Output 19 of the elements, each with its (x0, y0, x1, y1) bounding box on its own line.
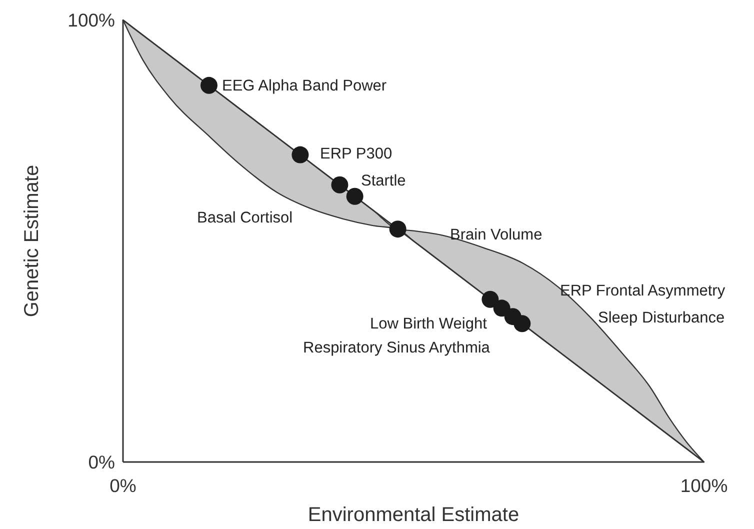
annotation: EEG Alpha Band Power (222, 77, 387, 94)
annotation: Respiratory Sinus Arythmia (303, 339, 490, 356)
y-axis-title: Genetic Estimate (21, 164, 43, 318)
point (346, 188, 364, 205)
point (482, 290, 499, 308)
point (389, 220, 406, 238)
point (493, 300, 510, 317)
point (514, 315, 531, 332)
point (200, 76, 218, 94)
annotation: Sleep Disturbance (598, 309, 725, 326)
annotation: Basal Cortisol (197, 209, 293, 226)
annotation: ERP Frontal Asymmetry (560, 282, 726, 300)
annotation: Low Birth Weight (370, 315, 488, 332)
annotation: Brain Volume (450, 226, 542, 244)
x-axis-title: Environmental Estimate (308, 504, 520, 526)
point (292, 146, 309, 164)
annotation: Startle (361, 172, 406, 190)
point (331, 176, 348, 194)
annotation: ERP P300 (320, 145, 392, 162)
